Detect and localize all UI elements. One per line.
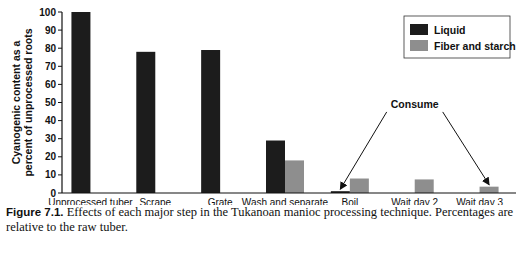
x-tick-label: Wait day 2 [391, 197, 438, 205]
annotation: Consume [391, 98, 439, 110]
annotation-arrow [340, 112, 386, 189]
y-tick-label: 40 [45, 115, 57, 126]
legend-label: Fiber and starch [434, 40, 516, 52]
bar [201, 50, 220, 193]
x-tick-label: Wash and separate [242, 197, 329, 205]
y-axis-label-line: percent of unprocessed roots [22, 28, 34, 176]
caption-title: Figure 7.1. [6, 206, 64, 218]
annotation-arrow [443, 112, 489, 185]
x-tick-label: Grate [208, 197, 233, 205]
bar [480, 187, 499, 193]
y-tick-label: 10 [45, 169, 57, 180]
legend-swatch [410, 24, 428, 35]
bar [350, 179, 369, 193]
caption-text: Effects of each major step in the Tukano… [6, 205, 513, 234]
y-tick-label: 30 [45, 133, 57, 144]
legend-swatch [410, 40, 428, 51]
x-tick-label: Unprocessed tuber [48, 197, 133, 205]
y-tick-label: 60 [45, 79, 57, 90]
bar [415, 179, 434, 193]
x-tick-label: Boil [342, 197, 359, 205]
x-tick-label: Scrape [139, 197, 171, 205]
y-tick-label: 80 [45, 43, 57, 54]
x-axis [62, 192, 516, 193]
bar [266, 141, 285, 193]
y-tick-label: 50 [45, 97, 57, 108]
y-axis [61, 12, 62, 193]
bar [71, 12, 90, 193]
x-tick-label: Wait day 3 [456, 197, 503, 205]
legend-box [404, 16, 510, 58]
y-tick-label: 90 [45, 25, 57, 36]
caption: Figure 7.1. Effects of each major step i… [6, 205, 514, 235]
legend-label: Liquid [434, 24, 466, 36]
y-tick-label: 100 [39, 7, 56, 18]
y-tick-label: 70 [45, 61, 57, 72]
y-axis-label-line: Cyanogenic content as a [10, 40, 22, 164]
chart: 0102030405060708090100Cyanogenic content… [0, 0, 521, 205]
bar [136, 52, 155, 193]
y-tick-label: 20 [45, 151, 57, 162]
y-axis-label: Cyanogenic content as apercent of unproc… [10, 28, 34, 176]
bar [285, 160, 304, 193]
